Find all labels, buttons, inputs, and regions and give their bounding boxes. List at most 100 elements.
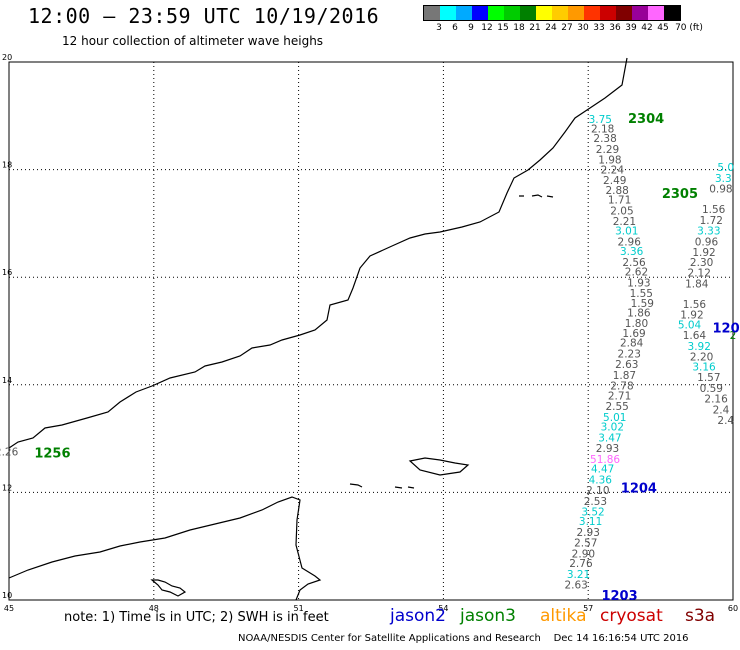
colorbar-tick-label: 21 bbox=[529, 23, 541, 33]
colorbar-swatch bbox=[472, 6, 488, 20]
wave-height-reading: 2.20 bbox=[690, 352, 713, 364]
kuria-muria-islands bbox=[519, 194, 554, 198]
wave-height-reading: 1.86 bbox=[627, 307, 651, 319]
coastline bbox=[8, 57, 628, 601]
latitude-labels: 20 18 16 14 12 10 bbox=[2, 53, 12, 600]
colorbar-tick-label: 9 bbox=[468, 23, 474, 33]
satellite-pass-labels: 2304 2305 1205 1256 1204 1203 bbox=[34, 112, 740, 604]
wave-height-reading: 5.01 bbox=[603, 412, 626, 424]
wave-height-reading: 1.92 bbox=[692, 247, 715, 259]
wave-height-reading: 2.53 bbox=[584, 496, 607, 508]
wave-height-reading: 2.4 bbox=[717, 415, 734, 427]
colorbar-swatch bbox=[584, 6, 600, 20]
pass-label: 2304 bbox=[628, 112, 664, 127]
wave-height-reading: 3.01 bbox=[615, 226, 638, 238]
pass-label: 2305 bbox=[662, 187, 698, 202]
wave-height-reading: 2.23 bbox=[618, 348, 641, 360]
colorbar-swatch bbox=[664, 6, 680, 20]
map-note: note: 1) Time is in UTC; 2) SWH is in fe… bbox=[64, 610, 329, 625]
wave-height-reading: 2.05 bbox=[610, 205, 633, 217]
wave-height-reading: 2.84 bbox=[620, 338, 644, 350]
longitude-labels: 45 48 51 54 57 60 bbox=[4, 604, 738, 613]
wave-height-reading: 1.64 bbox=[683, 330, 707, 342]
pass-label: 1256 bbox=[34, 446, 70, 461]
wave-height-reading: 1.69 bbox=[622, 328, 645, 340]
wave-height-readings: 3.752.182.382.291.982.242.492.881.712.05… bbox=[0, 114, 736, 592]
wave-height-reading: 5.04 bbox=[678, 319, 702, 331]
wave-height-reading: 2.90 bbox=[572, 548, 595, 560]
wave-height-colorbar: 3 6 9 12 15 18 21 24 27 30 33 36 39 42 45 70 (ft) bbox=[423, 5, 703, 35]
wave-height-reading: 2 bbox=[730, 330, 737, 342]
colorbar-tick-label: 18 bbox=[513, 23, 525, 33]
map-frame bbox=[8, 61, 734, 601]
wave-height-reading: 1.71 bbox=[608, 194, 631, 206]
wave-height-reading: 1.93 bbox=[627, 277, 650, 289]
wave-height-reading: 2.24 bbox=[601, 164, 625, 176]
coastline-arabia bbox=[8, 57, 628, 449]
wave-height-reading: 2.4 bbox=[713, 404, 730, 416]
longitude-label: 51 bbox=[294, 604, 304, 613]
wave-height-reading: 5.0 bbox=[717, 162, 734, 174]
colorbar-tick-label: 3 bbox=[436, 23, 442, 33]
colorbar-tick-label: 6 bbox=[452, 23, 458, 33]
wave-height-reading: 2.56 bbox=[622, 257, 646, 269]
wave-height-reading: 1.55 bbox=[630, 288, 653, 300]
wave-height-reading: 2.71 bbox=[608, 390, 631, 402]
wave-height-reading: 2.93 bbox=[577, 527, 600, 539]
colorbar-swatch bbox=[424, 6, 440, 20]
wave-height-reading: 2.12 bbox=[688, 268, 711, 280]
wave-height-reading: 3.11 bbox=[579, 516, 602, 528]
wave-height-reading: 2.30 bbox=[690, 257, 713, 269]
colorbar-tick-label: 33 bbox=[593, 23, 605, 33]
wave-height-reading: 1.59 bbox=[631, 298, 654, 310]
coastline-africa bbox=[8, 496, 322, 601]
latitude-label: 14 bbox=[2, 376, 12, 385]
colorbar-swatch bbox=[552, 6, 568, 20]
colorbar-tick-label: 36 bbox=[609, 23, 621, 33]
map-title: 12:00 – 23:59 UTC 10/19/2016 bbox=[28, 4, 380, 28]
colorbar-swatches bbox=[423, 5, 681, 21]
colorbar-tick-label: 45 bbox=[657, 23, 669, 33]
wave-height-reading: 3.33 bbox=[697, 226, 720, 238]
wave-height-reading: 3.75 bbox=[589, 114, 612, 126]
wave-height-reading: 1.84 bbox=[685, 278, 709, 290]
wave-height-reading: 2.57 bbox=[574, 538, 597, 550]
wave-height-reading: 2.78 bbox=[610, 381, 633, 393]
wave-height-reading: 2.38 bbox=[593, 133, 616, 145]
colorbar-swatch bbox=[520, 6, 536, 20]
wave-height-reading: 2.93 bbox=[596, 443, 619, 455]
colorbar-tick-label: 39 bbox=[625, 23, 637, 33]
wave-height-reading: 2.49 bbox=[603, 175, 626, 187]
wave-height-reading: 3.21 bbox=[567, 569, 590, 581]
longitude-label: 54 bbox=[438, 604, 448, 613]
colorbar-swatch bbox=[504, 6, 520, 20]
colorbar-tick-label: 15 bbox=[497, 23, 509, 33]
wave-height-reading: 3.3 bbox=[715, 173, 732, 185]
wave-height-reading: 4.36 bbox=[589, 474, 613, 486]
map-subtitle: 12 hour collection of altimeter wave hei… bbox=[62, 34, 324, 48]
wave-height-reading: 3.52 bbox=[581, 507, 604, 519]
latitude-label: 10 bbox=[2, 591, 12, 600]
wave-height-reading: 2.16 bbox=[704, 394, 728, 406]
wave-height-reading: 3.36 bbox=[620, 246, 644, 258]
wave-height-reading: 4.47 bbox=[591, 463, 614, 475]
wave-height-reading: 3.02 bbox=[601, 422, 624, 434]
wave-height-reading: 2.26 bbox=[0, 446, 19, 458]
colorbar-swatch bbox=[568, 6, 584, 20]
wave-height-reading: 1.87 bbox=[613, 370, 636, 382]
wave-height-reading: 2.21 bbox=[613, 216, 636, 228]
wave-height-reading: 2.18 bbox=[591, 123, 614, 135]
somali-islets bbox=[150, 579, 187, 597]
wave-height-reading: 1.72 bbox=[700, 215, 723, 227]
colorbar-swatch bbox=[600, 6, 616, 20]
colorbar-tick-label: 27 bbox=[561, 23, 573, 33]
satellite-legend-item: cryosat bbox=[600, 606, 663, 626]
wave-height-reading: 51.86 bbox=[590, 454, 620, 466]
wave-height-reading: 2.62 bbox=[625, 267, 648, 279]
wave-height-reading: 2.88 bbox=[605, 185, 628, 197]
socotra-islets bbox=[349, 483, 415, 489]
colorbar-tick-labels: 3 6 9 12 15 18 21 24 27 30 33 36 39 42 45 70 (ft) bbox=[423, 21, 703, 35]
wave-height-reading: 2.29 bbox=[596, 144, 619, 156]
wave-height-reading: 2.63 bbox=[564, 580, 587, 592]
